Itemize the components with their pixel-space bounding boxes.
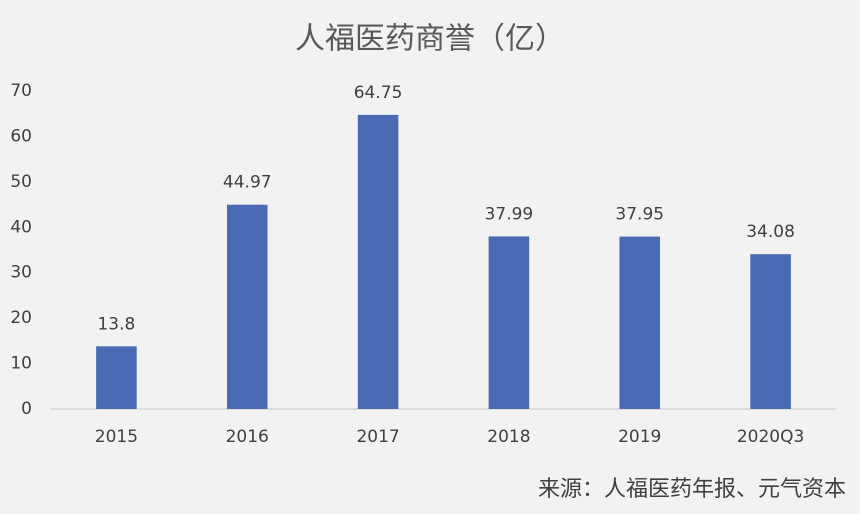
y-tick-label: 50 (10, 172, 32, 192)
bar (96, 346, 137, 409)
bar (488, 236, 530, 409)
x-tick-label: 2020Q3 (737, 427, 804, 447)
y-tick-label: 10 (10, 354, 32, 374)
bar (750, 254, 791, 409)
y-tick-label: 0 (21, 399, 32, 419)
y-tick-label: 70 (10, 81, 32, 101)
value-label: 37.95 (615, 205, 664, 225)
value-label: 13.8 (97, 314, 135, 334)
value-label: 37.99 (485, 204, 534, 224)
bar (619, 236, 661, 409)
y-tick-label: 20 (10, 308, 32, 328)
x-tick-label: 2017 (356, 427, 399, 447)
chart-title: 人福医药商誉（亿） (295, 22, 565, 57)
x-tick-label: 2019 (618, 427, 661, 447)
x-tick-label: 2018 (487, 427, 530, 447)
source-note: 来源：人福医药年报、元气资本 (538, 477, 846, 502)
y-tick-label: 60 (10, 126, 32, 146)
x-tick-label: 2016 (226, 427, 269, 447)
value-label: 34.08 (746, 222, 795, 242)
y-tick-label: 40 (10, 217, 32, 237)
y-tick-label: 30 (10, 263, 32, 283)
value-label: 44.97 (223, 173, 272, 193)
bar (226, 204, 268, 409)
bar (357, 114, 399, 409)
value-label: 64.75 (354, 83, 403, 103)
x-tick-label: 2015 (95, 427, 138, 447)
